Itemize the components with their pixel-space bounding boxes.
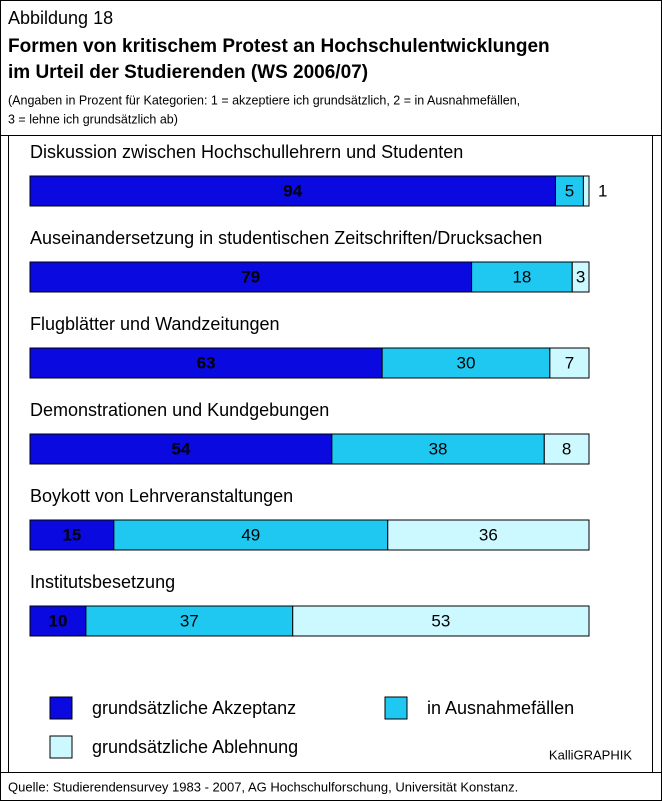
legend-swatch [384,696,408,720]
value-label: 63 [197,353,216,372]
legend-label: grundsätzliche Ablehnung [92,737,298,757]
value-label: 8 [562,439,571,458]
category-label: Diskussion zwischen Hochschullehrern und… [30,142,463,162]
bar-segment [29,347,383,379]
value-label: 15 [62,525,81,544]
bar-segment [381,347,551,379]
value-label: 37 [180,611,199,630]
legend-label: grundsätzliche Akzeptanz [92,698,296,718]
category-label: Institutsbesetzung [30,572,175,592]
bar-segment [29,261,473,293]
value-label: 18 [512,267,531,286]
value-label: 5 [565,181,574,200]
chart-title: im Urteil der Studierenden (WS 2006/07) [8,62,368,83]
bar-segment [543,433,590,465]
bar-segment [471,261,573,293]
value-label: 49 [241,525,260,544]
category-label: Flugblätter und Wandzeitungen [30,314,280,334]
bar-segment [29,605,87,637]
legend-swatch [49,696,73,720]
value-label: 94 [283,181,302,200]
bar-segment [292,605,590,637]
category-label: Boykott von Lehrveranstaltungen [30,486,293,506]
figure-label: Abbildung 18 [8,8,113,28]
source: Quelle: Studierendensurvey 1983 - 2007, … [8,779,518,794]
value-label: 53 [431,611,450,630]
bar-segment [582,175,590,207]
value-label: 1 [598,181,607,200]
value-label: 10 [48,611,67,630]
bar-segment [571,261,590,293]
category-label: Demonstrationen und Kundgebungen [30,400,329,420]
bar-segment [331,433,545,465]
subtitle: 3 = lehne ich grundsätzlich ab) [8,112,178,126]
value-label: 54 [171,439,190,458]
chart-title: Formen von kritischem Protest an Hochsch… [8,36,550,57]
value-label: 79 [241,267,260,286]
credit: KalliGRAPHIK [549,747,632,762]
bar-segment [549,347,590,379]
subtitle: (Angaben in Prozent für Kategorien: 1 = … [8,93,520,107]
legend-label: in Ausnahmefällen [427,698,574,718]
bar-segment [85,605,294,637]
bar-segment [29,433,333,465]
bar-segment [554,175,584,207]
value-label: 36 [479,525,498,544]
bar-segment [387,519,590,551]
bar-segment [113,519,389,551]
value-label: 3 [576,267,585,286]
value-label: 7 [565,353,574,372]
legend-swatch [49,735,73,759]
value-label: 30 [457,353,476,372]
category-label: Auseinandersetzung in studentischen Zeit… [30,228,542,248]
value-label: 38 [429,439,448,458]
